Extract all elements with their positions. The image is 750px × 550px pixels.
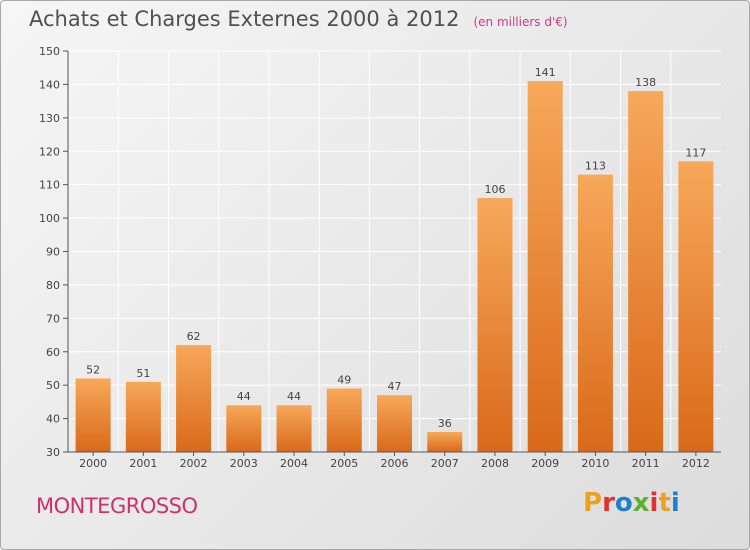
logo-letter: x: [632, 488, 650, 518]
x-tick-label: 2011: [632, 457, 660, 470]
proxiti-logo[interactable]: Proxiti: [583, 488, 680, 518]
y-tick-label: 30: [46, 446, 60, 459]
logo-letter: r: [602, 488, 615, 518]
x-tick-label: 2004: [280, 457, 308, 470]
bar-2003: [226, 405, 262, 452]
data-label: 113: [585, 160, 606, 173]
y-tick-label: 50: [46, 379, 60, 392]
data-label: 51: [136, 367, 150, 380]
bar-2004: [276, 405, 312, 452]
x-tick-label: 2001: [129, 457, 157, 470]
y-tick-label: 110: [39, 179, 60, 192]
x-tick-label: 2002: [180, 457, 208, 470]
data-label: 44: [287, 390, 301, 403]
bar-2012: [678, 161, 714, 452]
bars: 52 51 62 44 44 49 47 36 106 141 113 138 117: [75, 66, 714, 452]
bar-2001: [125, 381, 161, 452]
logo-letter: P: [583, 488, 603, 518]
data-label: 106: [484, 183, 505, 196]
x-tick-label: 2005: [330, 457, 358, 470]
y-tick-label: 80: [46, 279, 60, 292]
chart-title: Achats et Charges Externes 2000 à 2012 (e…: [29, 7, 568, 31]
bar-2002: [176, 345, 212, 452]
bar-2010: [577, 174, 613, 452]
y-tick-label: 100: [39, 212, 60, 225]
data-label: 117: [685, 146, 706, 159]
data-label: 36: [438, 417, 452, 430]
logo-letter: t: [658, 488, 671, 518]
y-tick-label: 140: [39, 78, 60, 91]
city-name: MONTEGROSSO: [36, 494, 198, 518]
x-tick-label: 2010: [581, 457, 609, 470]
x-tick-label: 2007: [431, 457, 459, 470]
chart-subtitle: (en milliers d'€): [473, 15, 568, 29]
y-tick-label: 60: [46, 346, 60, 359]
x-tick-label: 2003: [230, 457, 258, 470]
x-tick-label: 2008: [481, 457, 509, 470]
chart-title-text: Achats et Charges Externes 2000 à 2012: [29, 7, 460, 31]
data-label: 141: [535, 66, 556, 79]
y-tick-label: 120: [39, 145, 60, 158]
axes: 30 40 50 60 70 80 90 100 110 120 130 140 150 2000 2001…: [39, 45, 721, 470]
logo-letter: i: [670, 488, 680, 518]
x-tick-label: 2012: [682, 457, 710, 470]
data-label: 52: [86, 363, 100, 376]
data-label: 49: [337, 374, 351, 387]
y-tick-label: 40: [46, 413, 60, 426]
y-tick-label: 150: [39, 45, 60, 58]
y-tick-label: 70: [46, 312, 60, 325]
data-label: 62: [187, 330, 201, 343]
data-label: 138: [635, 76, 656, 89]
logo-letter: o: [614, 488, 633, 518]
y-tick-label: 130: [39, 112, 60, 125]
y-tick-label: 90: [46, 246, 60, 259]
bar-2006: [377, 395, 412, 452]
bar-2008: [477, 198, 513, 452]
data-label: 47: [388, 380, 402, 393]
x-tick-label: 2006: [381, 457, 409, 470]
x-tick-label: 2009: [531, 457, 559, 470]
bar-2011: [628, 91, 664, 452]
logo-letter: i: [649, 488, 659, 518]
data-label: 44: [237, 390, 251, 403]
bar-2005: [326, 388, 362, 452]
x-tick-label: 2000: [79, 457, 107, 470]
bar-2007: [427, 431, 463, 452]
bar-2009: [527, 81, 563, 452]
bar-2000: [75, 378, 111, 452]
